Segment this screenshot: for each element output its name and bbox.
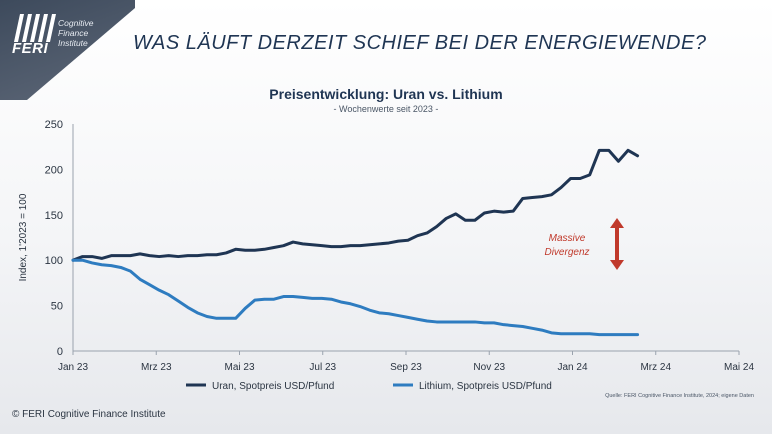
x-tick-label: Mrz 24 [640,362,671,373]
x-tick-label: Sep 23 [390,362,422,373]
divergence-arrow-down-head [610,260,624,270]
y-tick-label: 200 [45,164,63,176]
x-tick-label: Mai 23 [224,362,254,373]
page-title: WAS LÄUFT DERZEIT SCHIEF BEI DER ENERGIE… [133,32,707,54]
logo-subtitle-line: Cognitive [58,18,94,28]
y-tick-label: 0 [57,346,63,358]
series-line-lithium [71,258,640,337]
divergence-arrow-up-head [610,218,624,228]
logo-subtitle-line: Finance [58,28,89,38]
chart-subtitle: - Wochenwerte seit 2023 - [333,104,439,114]
logo-brand: FERI [12,40,49,57]
annotation-line: Massive [548,233,586,244]
series-line-uran [71,148,640,262]
copyright-note: © FERI Cognitive Finance Institute [12,409,166,420]
y-tick-label: 50 [51,301,63,313]
y-axis-label: Index, 1'2023 = 100 [18,193,29,281]
x-tick-label: Jan 23 [58,362,88,373]
x-tick-label: Jan 24 [557,362,587,373]
annotation-line: Divergenz [544,247,590,258]
feri-logo-icon [14,14,56,42]
legend-label: Uran, Spotpreis USD/Pfund [212,381,334,392]
y-tick-label: 250 [45,119,63,131]
logo-subtitle: Cognitive Finance Institute [58,18,118,48]
x-tick-label: Mrz 23 [141,362,172,373]
y-tick-label: 150 [45,210,63,222]
x-tick-label: Jul 23 [309,362,336,373]
chart-title: Preisentwicklung: Uran vs. Lithium [269,86,503,102]
y-tick-label: 100 [45,255,63,267]
source-note: Quelle: FERI Cognitive Finance Institute… [605,393,754,399]
divergence-annotation: Massive Divergenz [531,232,603,260]
logo-subtitle-line: Institute [58,38,88,48]
x-tick-label: Mai 24 [724,362,754,373]
x-tick-label: Nov 23 [473,362,505,373]
legend-label: Lithium, Spotpreis USD/Pfund [419,381,552,392]
